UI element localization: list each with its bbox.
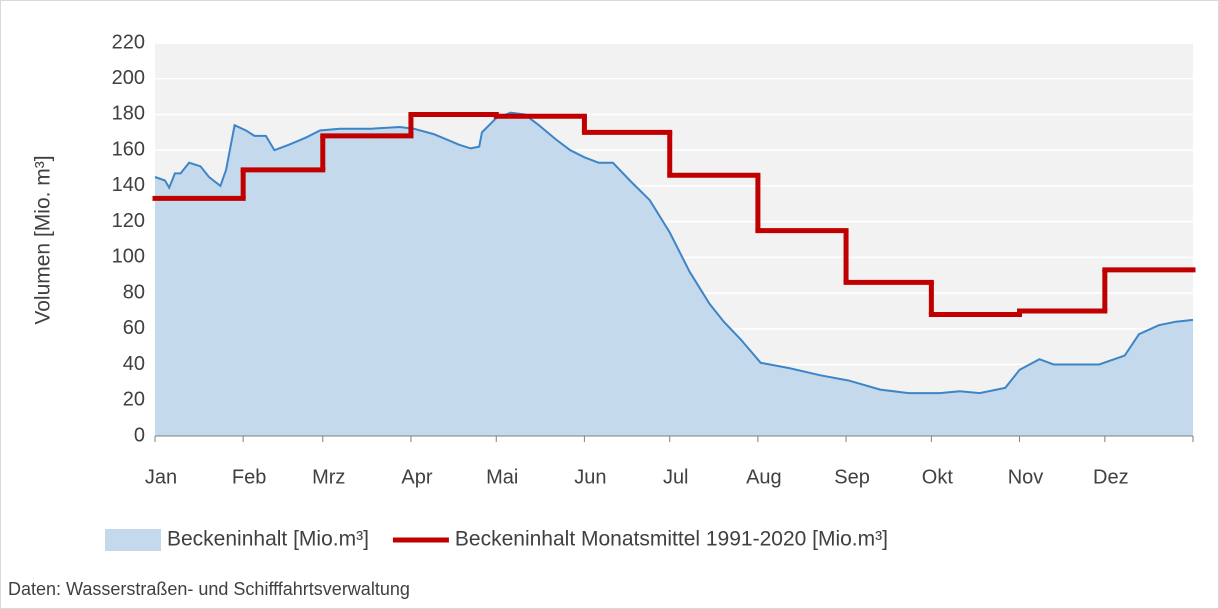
y-tick-label: 60 — [123, 317, 145, 339]
x-tick-label: Feb — [232, 466, 266, 488]
x-tick-label: Jun — [574, 466, 606, 488]
y-tick-label: 40 — [123, 353, 145, 375]
area-line — [154, 111, 1194, 395]
x-tick-label: Okt — [922, 466, 954, 488]
y-tick-label: 120 — [112, 210, 145, 232]
x-tick-label: Jul — [663, 466, 689, 488]
x-tick-label: Jan — [145, 466, 177, 488]
y-tick-label: 140 — [112, 174, 145, 196]
y-tick-label: 20 — [123, 389, 145, 411]
marks — [152, 111, 1196, 436]
legend: Beckeninhalt [Mio.m³] Beckeninhalt Monats… — [105, 528, 888, 551]
legend-label: Beckeninhalt [Mio.m³] — [167, 528, 369, 551]
y-tick-label: 180 — [112, 103, 145, 125]
y-tick-label: 80 — [123, 281, 145, 303]
y-axis-label: Volumen [Mio. m³] — [32, 155, 55, 324]
x-tick-label: Mai — [486, 466, 518, 488]
x-tick-label: Nov — [1008, 466, 1044, 488]
y-tick-label: 200 — [112, 67, 145, 89]
x-tick-label: Dez — [1093, 466, 1129, 488]
area-fill — [155, 112, 1193, 436]
y-tick-label: 160 — [112, 138, 145, 160]
x-tick-label: Aug — [746, 466, 782, 488]
y-tick-label: 220 — [112, 31, 145, 53]
legend-label: Beckeninhalt Monatsmittel 1991-2020 [Mio… — [455, 528, 888, 551]
legend-swatch — [105, 529, 161, 551]
source-note: Daten: Wasserstraßen- und Schifffahrtsve… — [8, 579, 410, 599]
y-tick-label: 100 — [112, 246, 145, 268]
axes: 0 20 40 60 80 100 120 140 160 180 200 220 Jan Feb Mrz A… — [112, 31, 1194, 488]
x-tick-label: Mrz — [312, 466, 345, 488]
x-tick-label: Apr — [401, 466, 432, 488]
x-tick-label: Sep — [834, 466, 870, 488]
y-tick-label: 0 — [134, 424, 145, 446]
